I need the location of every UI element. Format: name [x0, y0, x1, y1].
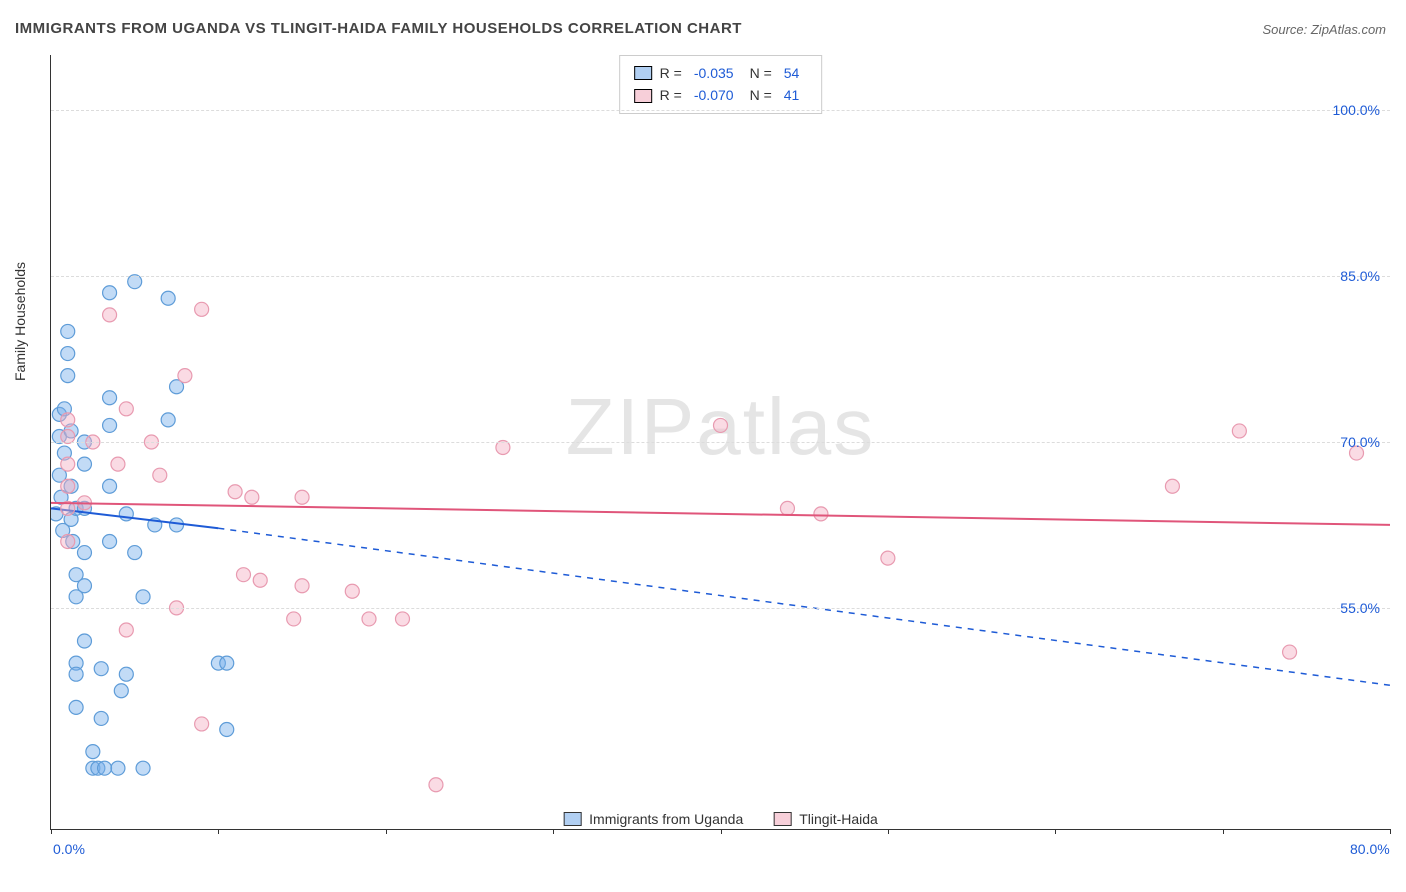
data-point — [69, 667, 83, 681]
data-point — [814, 507, 828, 521]
y-tick-label: 55.0% — [1340, 600, 1380, 616]
data-point — [295, 579, 309, 593]
data-point — [77, 634, 91, 648]
data-point — [103, 286, 117, 300]
source-label: Source: ZipAtlas.com — [1262, 22, 1386, 37]
data-point — [429, 778, 443, 792]
gridline-horizontal — [51, 608, 1390, 609]
gridline-horizontal — [51, 442, 1390, 443]
data-point — [228, 485, 242, 499]
data-point — [94, 711, 108, 725]
legend-series: Immigrants from Uganda Tlingit-Haida — [563, 811, 878, 827]
trend-line-solid — [51, 503, 1390, 525]
data-point — [1165, 479, 1179, 493]
chart-title: IMMIGRANTS FROM UGANDA VS TLINGIT-HAIDA … — [15, 20, 742, 37]
data-point — [69, 700, 83, 714]
data-point — [881, 551, 895, 565]
legend-label-tlingit: Tlingit-Haida — [799, 811, 878, 827]
x-tick-label: 0.0% — [53, 841, 85, 857]
x-tick-label: 80.0% — [1350, 841, 1390, 857]
trend-line-dashed — [218, 528, 1390, 685]
data-point — [345, 584, 359, 598]
x-tick-mark — [1223, 829, 1224, 834]
data-point — [253, 573, 267, 587]
data-point — [114, 684, 128, 698]
legend-label-uganda: Immigrants from Uganda — [589, 811, 743, 827]
data-point — [103, 535, 117, 549]
data-point — [295, 490, 309, 504]
x-tick-mark — [553, 829, 554, 834]
data-point — [195, 717, 209, 731]
data-point — [714, 418, 728, 432]
data-point — [77, 546, 91, 560]
data-point — [170, 518, 184, 532]
data-point — [61, 369, 75, 383]
data-point — [119, 623, 133, 637]
x-tick-mark — [1055, 829, 1056, 834]
data-point — [103, 418, 117, 432]
data-point — [61, 535, 75, 549]
data-point — [111, 457, 125, 471]
data-point — [77, 579, 91, 593]
data-point — [220, 656, 234, 670]
data-point — [136, 761, 150, 775]
data-point — [1283, 645, 1297, 659]
data-point — [128, 546, 142, 560]
data-point — [103, 479, 117, 493]
data-point — [61, 479, 75, 493]
data-point — [61, 413, 75, 427]
x-tick-mark — [51, 829, 52, 834]
data-point — [161, 413, 175, 427]
data-point — [111, 761, 125, 775]
y-tick-label: 100.0% — [1333, 102, 1380, 118]
data-point — [236, 568, 250, 582]
x-tick-mark — [386, 829, 387, 834]
gridline-horizontal — [51, 276, 1390, 277]
data-point — [61, 324, 75, 338]
data-point — [161, 291, 175, 305]
x-tick-mark — [888, 829, 889, 834]
data-point — [780, 501, 794, 515]
y-tick-label: 85.0% — [1340, 268, 1380, 284]
data-point — [195, 302, 209, 316]
data-point — [362, 612, 376, 626]
x-tick-mark — [218, 829, 219, 834]
data-point — [103, 391, 117, 405]
plot-area: ZIPatlas R = -0.035 N = 54 R = -0.070 N … — [50, 55, 1390, 830]
data-point — [1232, 424, 1246, 438]
data-point — [119, 402, 133, 416]
y-axis-label: Family Households — [12, 262, 28, 381]
data-point — [103, 308, 117, 322]
data-point — [178, 369, 192, 383]
data-point — [119, 667, 133, 681]
data-point — [395, 612, 409, 626]
data-point — [98, 761, 112, 775]
legend-swatch-pink-icon — [773, 812, 791, 826]
y-tick-label: 70.0% — [1340, 434, 1380, 450]
gridline-horizontal — [51, 110, 1390, 111]
data-point — [94, 662, 108, 676]
data-point — [61, 347, 75, 361]
data-point — [287, 612, 301, 626]
data-point — [153, 468, 167, 482]
data-point — [245, 490, 259, 504]
x-tick-mark — [1390, 829, 1391, 834]
legend-swatch-blue-icon — [563, 812, 581, 826]
chart-container: IMMIGRANTS FROM UGANDA VS TLINGIT-HAIDA … — [0, 0, 1406, 892]
data-point — [86, 745, 100, 759]
x-tick-mark — [721, 829, 722, 834]
data-point — [136, 590, 150, 604]
data-point — [61, 457, 75, 471]
legend-item-uganda: Immigrants from Uganda — [563, 811, 743, 827]
data-point — [77, 457, 91, 471]
legend-item-tlingit: Tlingit-Haida — [773, 811, 878, 827]
data-point — [220, 722, 234, 736]
